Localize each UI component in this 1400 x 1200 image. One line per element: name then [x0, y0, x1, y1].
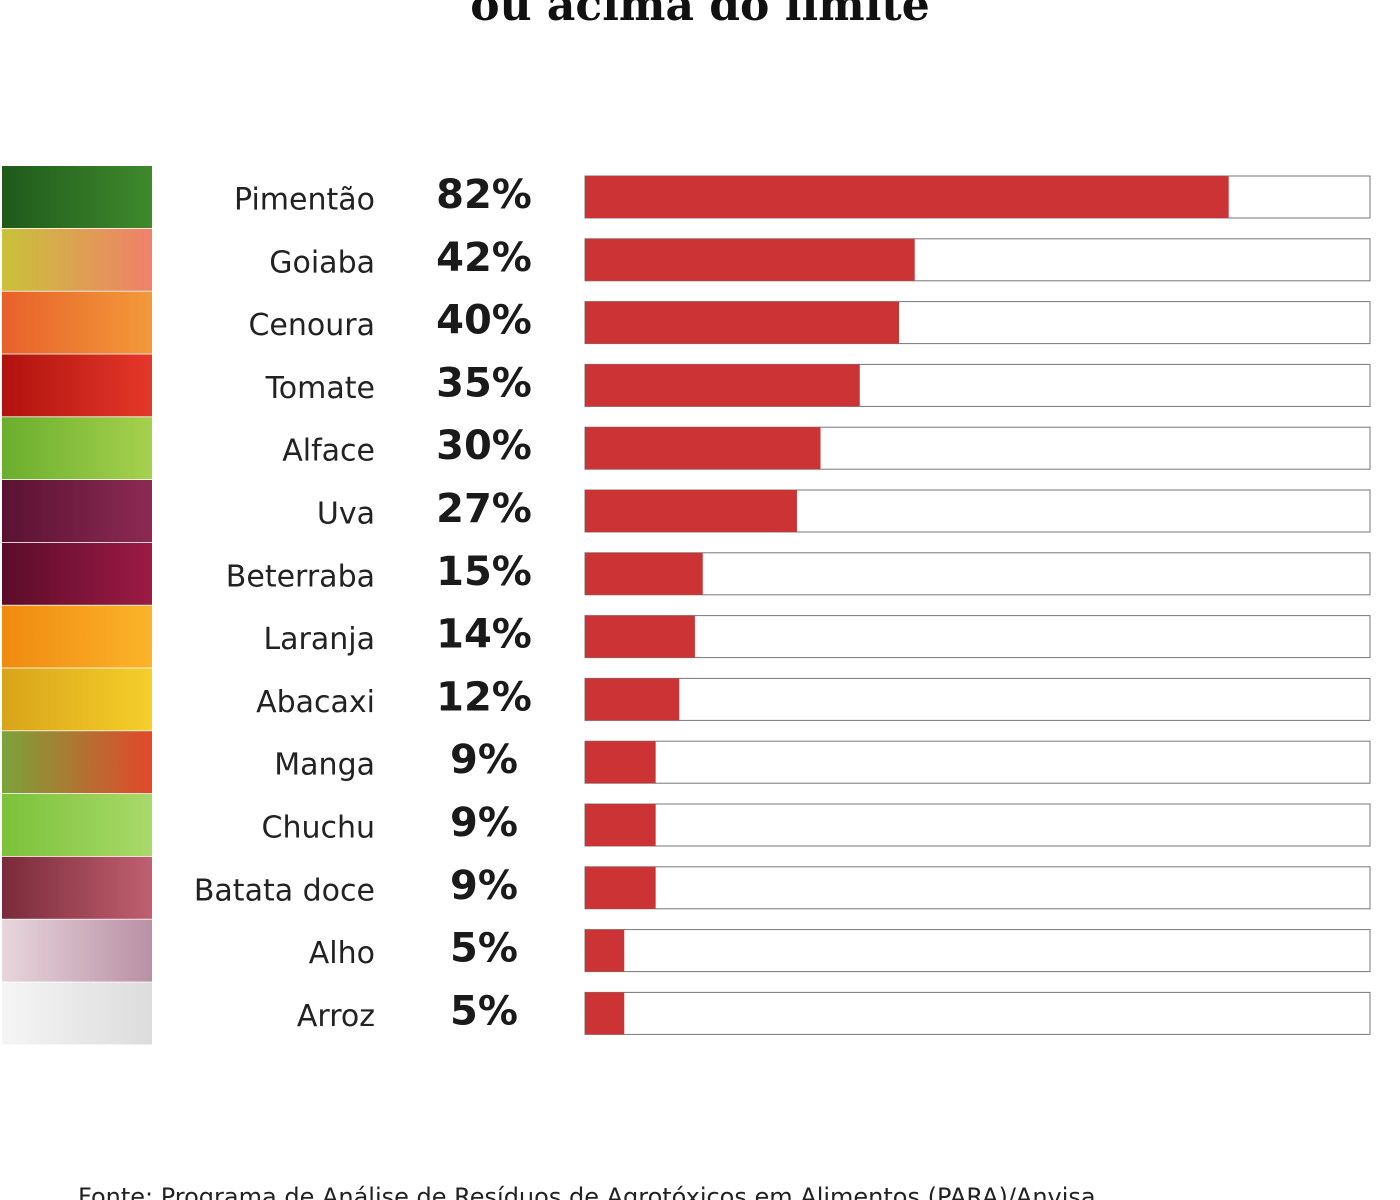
food-thumbnail	[2, 354, 152, 417]
bar	[585, 929, 625, 972]
bar	[585, 238, 915, 281]
value-label: 12%	[436, 674, 532, 720]
bar	[585, 992, 625, 1035]
food-thumbnail	[2, 605, 152, 668]
source-note: Fonte: Programa de Análise de Resíduos d…	[78, 1183, 1096, 1200]
bar-track	[584, 677, 1371, 721]
bar-track	[584, 929, 1371, 973]
category-label: Uva	[317, 497, 375, 532]
category-label: Arroz	[297, 999, 375, 1034]
food-thumbnail	[2, 228, 152, 291]
value-label: 42%	[436, 235, 532, 281]
bar-track	[584, 991, 1371, 1035]
value-label: 15%	[436, 549, 532, 595]
category-label: Pimentão	[234, 183, 375, 218]
bar	[585, 741, 656, 784]
value-label: 82%	[436, 172, 532, 218]
category-label: Beterraba	[226, 559, 375, 594]
value-label: 5%	[450, 988, 518, 1034]
chart-title: ou acima do limite	[470, 0, 930, 31]
bar-track	[584, 552, 1371, 596]
category-label: Cenoura	[248, 308, 375, 343]
bar-track	[584, 615, 1371, 659]
category-label: Laranja	[263, 622, 375, 657]
category-label: Alface	[282, 434, 375, 469]
bar	[585, 615, 695, 658]
bar	[585, 866, 656, 909]
bar	[585, 427, 821, 470]
value-label: 9%	[450, 800, 518, 846]
category-label: Manga	[274, 748, 375, 783]
bar	[585, 804, 656, 846]
value-label: 9%	[450, 863, 518, 909]
food-thumbnail	[2, 982, 152, 1045]
bar	[585, 176, 1229, 218]
food-thumbnail	[2, 480, 152, 542]
category-label: Abacaxi	[256, 685, 375, 720]
value-label: 40%	[436, 298, 532, 344]
food-thumbnail	[2, 794, 152, 856]
food-thumbnail	[2, 542, 152, 605]
food-thumbnail	[2, 919, 152, 982]
category-label: Batata doce	[194, 873, 375, 908]
bar	[585, 490, 797, 532]
value-label: 5%	[450, 926, 518, 972]
bar-track	[584, 866, 1371, 910]
bar	[585, 552, 703, 595]
food-thumbnail	[2, 856, 152, 919]
food-thumbnail	[2, 417, 152, 480]
value-label: 14%	[436, 612, 532, 658]
bar-track	[584, 803, 1371, 847]
value-label: 9%	[450, 737, 518, 783]
food-thumbnail	[2, 668, 152, 731]
value-label: 27%	[436, 486, 532, 532]
category-label: Chuchu	[262, 811, 376, 846]
bar-track	[584, 740, 1371, 784]
food-thumbnail	[2, 731, 152, 794]
value-label: 30%	[436, 423, 532, 469]
category-label: Tomate	[265, 371, 375, 406]
category-label: Alho	[309, 936, 375, 971]
category-label: Goiaba	[269, 245, 375, 280]
bar	[585, 678, 680, 721]
food-thumbnail	[2, 166, 152, 228]
bar	[585, 364, 860, 407]
value-label: 35%	[436, 360, 532, 406]
food-thumbnail	[2, 291, 152, 354]
bar	[585, 301, 899, 344]
